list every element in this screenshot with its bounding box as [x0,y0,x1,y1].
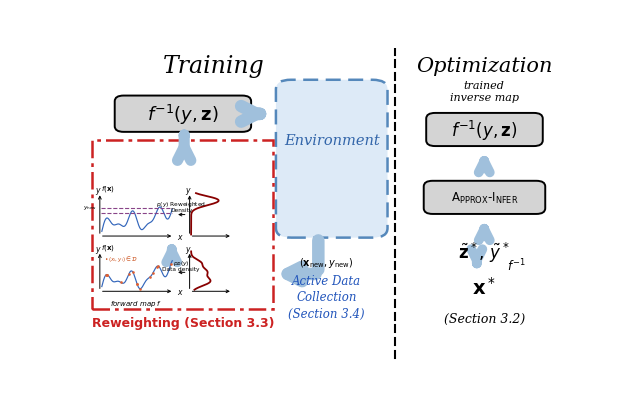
Point [145,274,155,281]
Text: y: y [95,186,100,195]
Text: Active Data
Collection
(Section 3.4): Active Data Collection (Section 3.4) [289,274,365,320]
Text: $f(\mathbf{x})$: $f(\mathbf{x})$ [101,242,115,252]
Text: $f(\mathbf{x})$: $f(\mathbf{x})$ [101,184,115,193]
Point [132,281,142,288]
Point [152,263,162,270]
Text: $p(y)$ Reweighted: $p(y)$ Reweighted [156,199,206,208]
Text: trained
inverse map: trained inverse map [450,81,519,103]
Text: y: y [186,186,190,195]
Text: $y_{\rm new}$: $y_{\rm new}$ [83,204,97,212]
FancyBboxPatch shape [115,97,251,133]
Text: $f^{-1}(y, \mathbf{z})$: $f^{-1}(y, \mathbf{z})$ [451,118,518,142]
FancyBboxPatch shape [424,181,545,214]
Bar [92,140,273,309]
Text: y: y [95,244,100,253]
Point [166,261,176,268]
Text: Reweighting (Section 3.3): Reweighting (Section 3.3) [92,317,274,330]
Point [127,269,138,276]
FancyBboxPatch shape [276,81,388,238]
Point [132,281,142,288]
Text: Optimization: Optimization [416,57,552,76]
Text: $\bullet\,(x_i,y_i)\in\mathcal{D}$: $\bullet\,(x_i,y_i)\in\mathcal{D}$ [104,254,138,264]
Text: $\mathbf{x}^*$: $\mathbf{x}^*$ [472,276,496,298]
Text: $p_{\mathcal{D}}(y)$: $p_{\mathcal{D}}(y)$ [173,258,189,267]
Point [102,272,112,278]
Text: $f^{-1}$: $f^{-1}$ [507,258,525,274]
Text: $\mathrm{A}_{\mathrm{PPROX}}$-$\mathrm{I}_{\mathrm{NFER}}$: $\mathrm{A}_{\mathrm{PPROX}}$-$\mathrm{I… [451,190,518,205]
Point [101,272,111,278]
Point [148,270,158,277]
FancyBboxPatch shape [426,114,543,147]
Point [102,272,112,278]
Text: (Section 3.2): (Section 3.2) [444,312,525,325]
Text: $(\mathbf{x}_{\mathrm{new}}, y_{\mathrm{new}})$: $(\mathbf{x}_{\mathrm{new}}, y_{\mathrm{… [300,255,354,269]
Text: $\tilde{\mathbf{z}}^*,\, \tilde{y}^*$: $\tilde{\mathbf{z}}^*,\, \tilde{y}^*$ [458,240,510,264]
Point [116,279,126,286]
Text: Density: Density [170,207,193,213]
Text: Training: Training [163,55,265,78]
Text: Data density: Data density [163,266,200,272]
Point [124,272,134,278]
Point [134,285,145,292]
Text: x: x [177,232,181,241]
Text: y: y [186,244,190,253]
Text: forward map $f$: forward map $f$ [110,299,163,308]
Text: Environment: Environment [284,133,380,147]
Text: $f^{-1}(y, \mathbf{z})$: $f^{-1}(y, \mathbf{z})$ [147,102,219,126]
Point [154,263,164,270]
Text: x: x [177,287,181,296]
